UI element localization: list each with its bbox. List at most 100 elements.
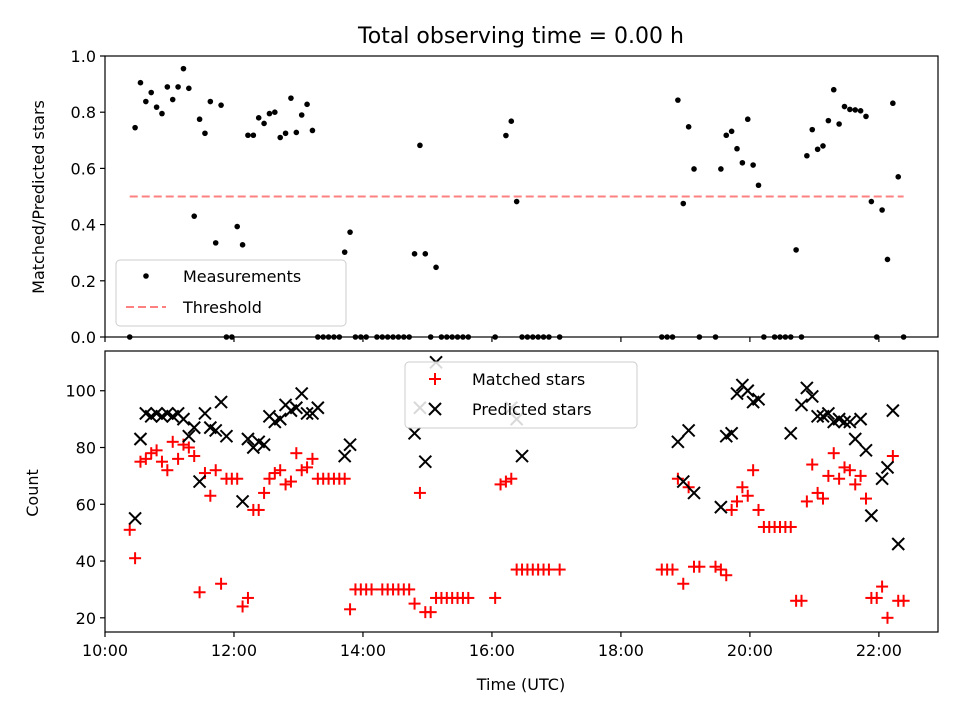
measurement-point — [347, 229, 353, 235]
measurement-point — [293, 129, 300, 136]
top-legend: Measurements Threshold — [115, 259, 347, 327]
matched-point — [838, 461, 851, 474]
matched-point — [166, 435, 179, 448]
matched-point — [499, 475, 512, 488]
matched-point — [279, 478, 292, 491]
matched-point — [301, 461, 314, 474]
y-tick-label: 0.2 — [71, 272, 96, 291]
predicted-point — [187, 420, 201, 435]
predicted-point — [176, 412, 191, 426]
predicted-point — [751, 392, 766, 406]
matched-point — [897, 594, 910, 607]
legend-predicted-marker — [428, 402, 442, 416]
matched-point — [747, 464, 760, 477]
measurement-point — [304, 101, 310, 108]
predicted-point — [214, 395, 228, 409]
measurement-point — [734, 145, 740, 152]
predicted-point — [741, 384, 755, 398]
matched-point — [709, 560, 722, 573]
measurement-point — [830, 86, 837, 93]
predicted-point — [311, 401, 325, 415]
y-tick-label: 1.0 — [71, 47, 96, 66]
matched-point — [806, 458, 819, 471]
matched-point — [252, 503, 265, 516]
predicted-point — [864, 508, 879, 523]
predicted-point — [219, 429, 234, 443]
measurement-point — [277, 134, 283, 141]
predicted-point — [837, 415, 852, 429]
matched-point — [161, 464, 174, 477]
measurement-point — [739, 159, 746, 166]
predicted-point — [687, 486, 701, 500]
measurement-point — [793, 247, 799, 253]
measurement-point — [841, 103, 848, 110]
x-axis-label: Time (UTC) — [476, 675, 565, 694]
y-tick-label: 40 — [76, 552, 96, 571]
predicted-point — [407, 426, 422, 441]
measurement-point — [137, 79, 144, 86]
predicted-point — [886, 403, 900, 418]
predicted-point — [714, 500, 728, 514]
measurement-point — [508, 118, 515, 124]
matched-point — [725, 503, 738, 516]
matched-point — [155, 455, 168, 468]
measurement-point — [309, 127, 316, 134]
measurement-point — [744, 116, 751, 123]
x-tick-label: 20:00 — [727, 641, 773, 660]
matched-point — [284, 475, 297, 488]
predicted-point — [209, 423, 223, 438]
predicted-point — [843, 415, 857, 429]
matched-point — [462, 591, 475, 604]
predicted-point — [192, 474, 207, 489]
measurement-point — [503, 132, 509, 139]
matched-point — [182, 441, 195, 454]
matched-point — [145, 447, 158, 460]
matched-point — [489, 591, 502, 604]
measurement-point — [433, 264, 439, 271]
matched-point — [231, 472, 244, 485]
measurement-point — [685, 124, 692, 130]
matched-point — [241, 591, 254, 604]
legend-predicted-label: Predicted stars — [472, 400, 592, 419]
chart-title: Total observing time = 0.00 h — [357, 24, 684, 49]
measurement-point — [417, 142, 423, 149]
measurement-point — [298, 112, 305, 118]
matched-point — [403, 583, 416, 596]
predicted-point — [676, 474, 690, 489]
legend-matched-label: Matched stars — [472, 370, 585, 389]
measurement-point — [245, 132, 251, 139]
measurement-point — [411, 251, 418, 257]
matched-point — [553, 563, 566, 576]
matched-point — [188, 450, 201, 463]
measurement-point — [755, 182, 762, 189]
y-tick-label: 100 — [65, 382, 96, 401]
measurement-point — [804, 152, 810, 159]
x-tick-label: 16:00 — [469, 641, 515, 660]
measurement-point — [890, 100, 896, 107]
measurement-point — [718, 166, 724, 172]
top-legend-box — [115, 259, 347, 327]
matched-point — [215, 577, 228, 590]
y-tick-label: 20 — [76, 609, 96, 628]
predicted-point — [241, 432, 255, 446]
predicted-point — [515, 449, 529, 463]
top-axes-frame — [104, 55, 939, 338]
matched-point — [870, 591, 883, 604]
matched-point — [795, 594, 808, 607]
matched-point — [876, 580, 889, 593]
bottom-axes-frame — [104, 350, 939, 633]
predicted-point — [805, 389, 819, 404]
matched-point — [268, 467, 281, 480]
measurement-point — [250, 132, 257, 139]
predicted-point — [891, 537, 905, 551]
matched-point — [263, 472, 276, 485]
predicted-point — [418, 454, 433, 469]
matched-point — [822, 469, 835, 482]
matched-point — [752, 503, 765, 516]
y-tick-label: 0.4 — [71, 216, 96, 235]
matched-point — [295, 464, 308, 477]
matched-point — [720, 569, 733, 582]
matched-point — [849, 478, 862, 491]
